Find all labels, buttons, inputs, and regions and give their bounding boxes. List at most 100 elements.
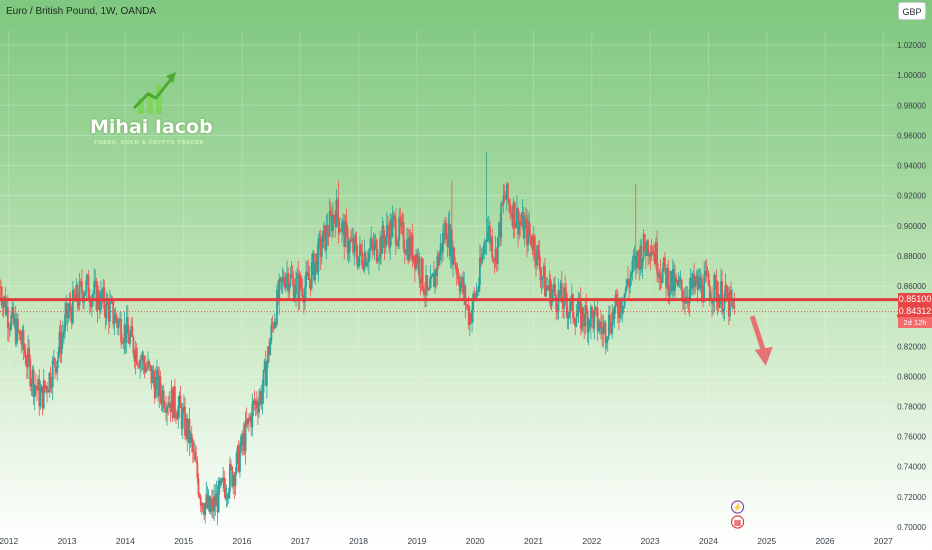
candle-body: [684, 300, 686, 304]
candle-body: [476, 290, 479, 292]
candle-body: [595, 307, 598, 309]
candle-body: [169, 402, 172, 413]
candle-body: [23, 349, 26, 355]
candle-body: [434, 270, 436, 288]
candle-body: [54, 358, 56, 368]
candle-body: [263, 361, 266, 370]
candle-body: [228, 464, 231, 493]
candle-body: [629, 277, 632, 288]
candle-body: [593, 309, 596, 329]
candle-body: [270, 324, 273, 342]
candle-body: [653, 252, 656, 264]
candle-body: [356, 257, 359, 267]
candle-body: [429, 276, 432, 289]
candle-body: [528, 221, 531, 235]
candle-body: [598, 321, 601, 329]
candle-body: [206, 494, 209, 508]
candle-body: [131, 326, 134, 338]
candle-body: [231, 466, 234, 487]
candle-body: [199, 497, 202, 506]
candle-body: [665, 268, 667, 288]
candle-body: [133, 353, 136, 362]
candle-body: [124, 324, 127, 343]
candle-body: [638, 255, 641, 270]
candle-body: [628, 283, 630, 288]
candle-body: [408, 237, 411, 261]
candle-body: [448, 223, 451, 256]
candle-body: [180, 407, 183, 429]
candle-body: [677, 279, 680, 286]
candle-body: [363, 252, 366, 270]
candle-body: [256, 407, 259, 413]
candle-body: [449, 229, 452, 256]
candle-body: [330, 214, 333, 232]
candle-body: [233, 475, 236, 487]
candle-body: [339, 230, 342, 232]
candle-body: [250, 416, 253, 427]
candle-body: [410, 235, 413, 256]
candle-body: [437, 256, 440, 266]
candle-body: [58, 332, 61, 353]
candle-body: [455, 265, 458, 274]
candle-body: [344, 220, 347, 247]
candle-body: [84, 292, 87, 296]
candle-body: [567, 313, 570, 318]
candle-body: [365, 262, 368, 266]
candle-body: [690, 277, 693, 288]
candle-body: [517, 208, 519, 235]
candle-body: [204, 503, 207, 516]
candle-body: [322, 230, 324, 248]
candle-body: [394, 219, 397, 245]
candle-body: [435, 270, 438, 276]
candle-body: [85, 279, 88, 293]
candle-body: [428, 288, 431, 290]
candle-body: [551, 289, 554, 293]
candle-body: [373, 242, 376, 251]
candle-body: [338, 230, 341, 233]
candle-body: [584, 305, 587, 327]
candle-body: [214, 496, 217, 507]
candle-body: [575, 316, 578, 327]
candle-body: [402, 223, 405, 250]
candle-body: [244, 420, 247, 452]
candle-body: [411, 235, 414, 262]
candle-body: [259, 391, 262, 401]
candle-body: [633, 255, 636, 260]
candle-body: [150, 365, 153, 384]
candle-body: [658, 272, 661, 278]
candle-body: [474, 294, 477, 299]
candle-body: [509, 204, 512, 214]
candle-body: [239, 450, 241, 472]
candle-body: [609, 314, 611, 330]
candle-body: [232, 475, 235, 487]
candle-body: [30, 383, 33, 387]
time-axis-label: 2015: [174, 536, 193, 546]
symbol-title: Euro / British Pound, 1W, OANDA: [6, 6, 157, 17]
candle-body: [433, 273, 435, 288]
candle-body: [342, 220, 345, 223]
candle-body: [39, 392, 42, 407]
candle-body: [583, 322, 586, 327]
candle-body: [611, 312, 614, 334]
candle-body: [283, 283, 286, 288]
projection-arrow-shaft: [749, 315, 767, 353]
candle-body: [107, 304, 110, 322]
candle-body: [218, 480, 221, 486]
candle-body: [261, 392, 264, 405]
candle-body: [573, 317, 575, 322]
candle-body: [679, 279, 682, 283]
price-axis-label: 1.02000: [897, 41, 926, 50]
candle-body: [46, 386, 48, 392]
candle-body: [114, 314, 117, 323]
candle-body: [624, 288, 627, 294]
candle-body: [343, 220, 346, 247]
candle-body: [18, 330, 20, 332]
candle-body: [137, 364, 139, 366]
candle-body: [117, 320, 120, 328]
candle-body: [652, 252, 655, 255]
currency-button[interactable]: GBP: [898, 2, 926, 20]
candle-body: [347, 251, 350, 254]
candle-body: [484, 241, 487, 243]
